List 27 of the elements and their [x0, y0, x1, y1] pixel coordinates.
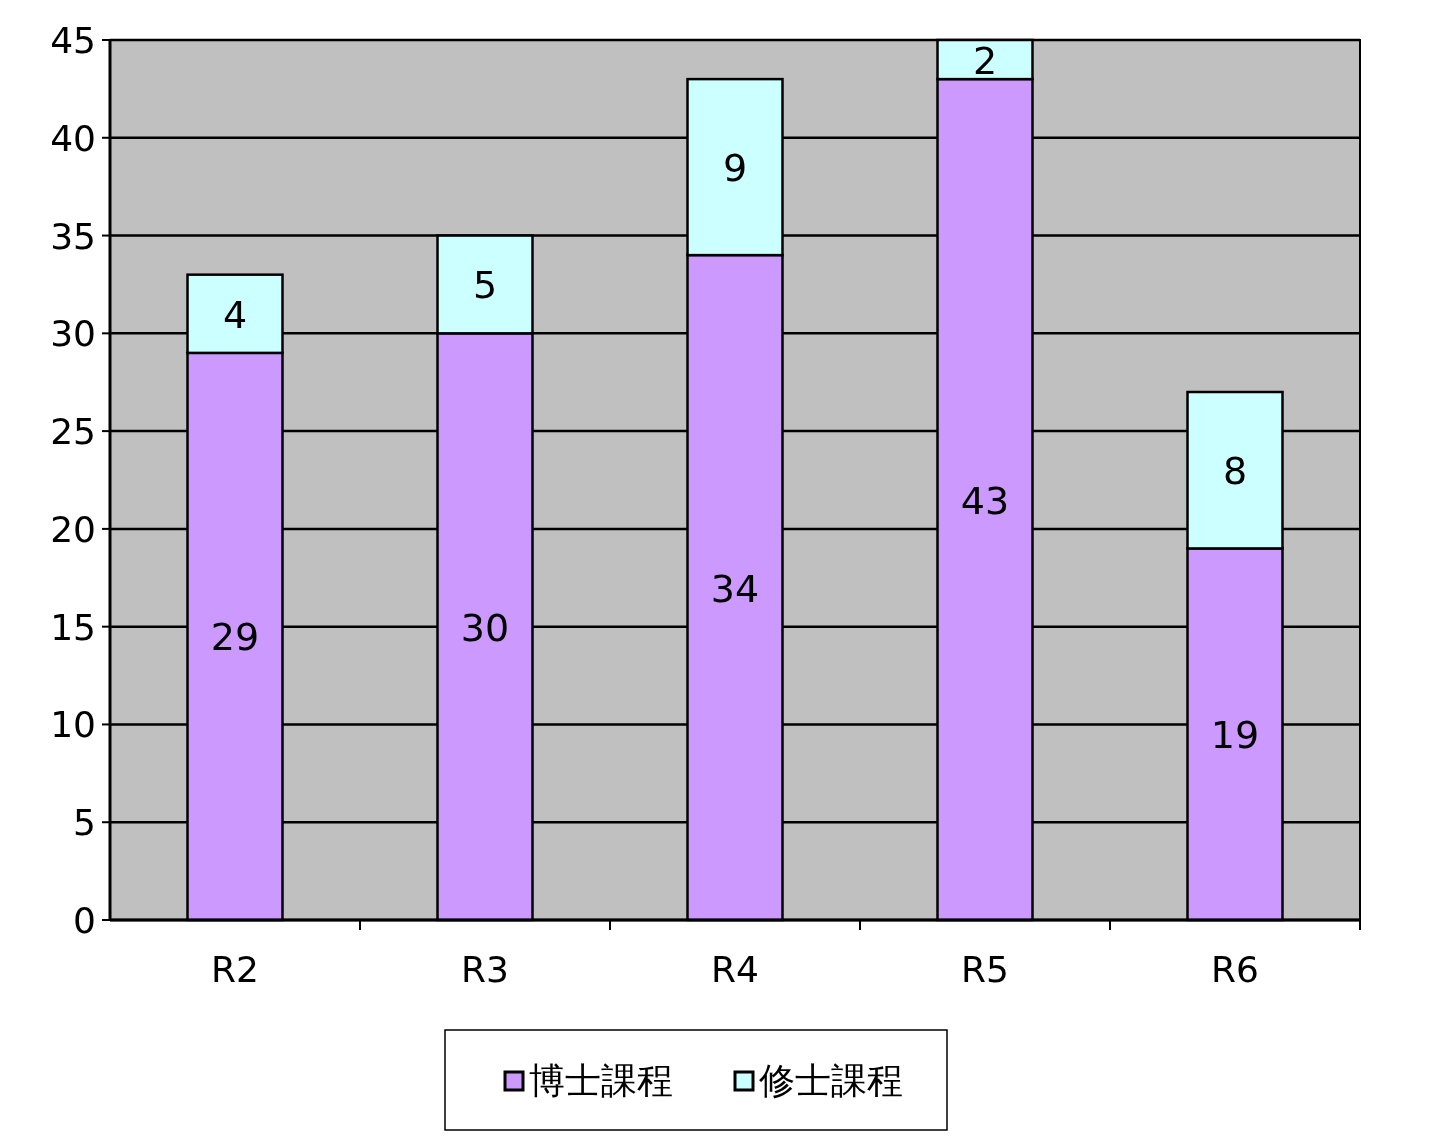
y-tick-label: 45: [50, 20, 96, 61]
x-tick-label: R4: [711, 949, 759, 990]
x-tick-label: R5: [961, 949, 1009, 990]
data-label: 8: [1222, 449, 1248, 494]
data-label: 34: [710, 566, 760, 611]
y-tick-label: 15: [50, 606, 96, 648]
y-tick-label: 40: [50, 117, 96, 159]
y-tick-label: 30: [50, 313, 96, 355]
data-label: 29: [210, 615, 260, 660]
data-label: 43: [960, 478, 1010, 523]
y-tick-label: 25: [50, 411, 96, 453]
data-label: 2: [972, 38, 998, 83]
data-label: 30: [460, 605, 510, 650]
y-tick-label: 5: [73, 802, 96, 844]
legend-label: 博士課程: [529, 1060, 673, 1101]
y-tick-label: 0: [73, 900, 96, 941]
data-label: 19: [1210, 713, 1260, 758]
x-tick-label: R3: [461, 949, 509, 990]
y-tick-label: 35: [50, 215, 96, 257]
y-tick-label: 20: [50, 508, 96, 550]
legend-label: 修士課程: [759, 1060, 903, 1101]
x-tick-label: R6: [1211, 949, 1259, 990]
y-tick-label: 10: [50, 704, 96, 746]
data-label: 9: [722, 146, 748, 191]
data-label: 5: [472, 263, 498, 308]
data-label: 4: [222, 292, 248, 337]
x-tick-label: R2: [211, 949, 259, 990]
